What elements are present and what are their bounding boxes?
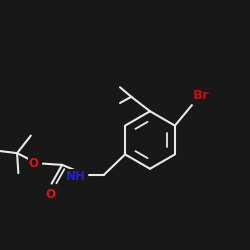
Text: Br: Br [193, 89, 210, 102]
Text: NH: NH [66, 170, 86, 182]
Text: O: O [45, 188, 55, 201]
Text: O: O [28, 157, 38, 170]
